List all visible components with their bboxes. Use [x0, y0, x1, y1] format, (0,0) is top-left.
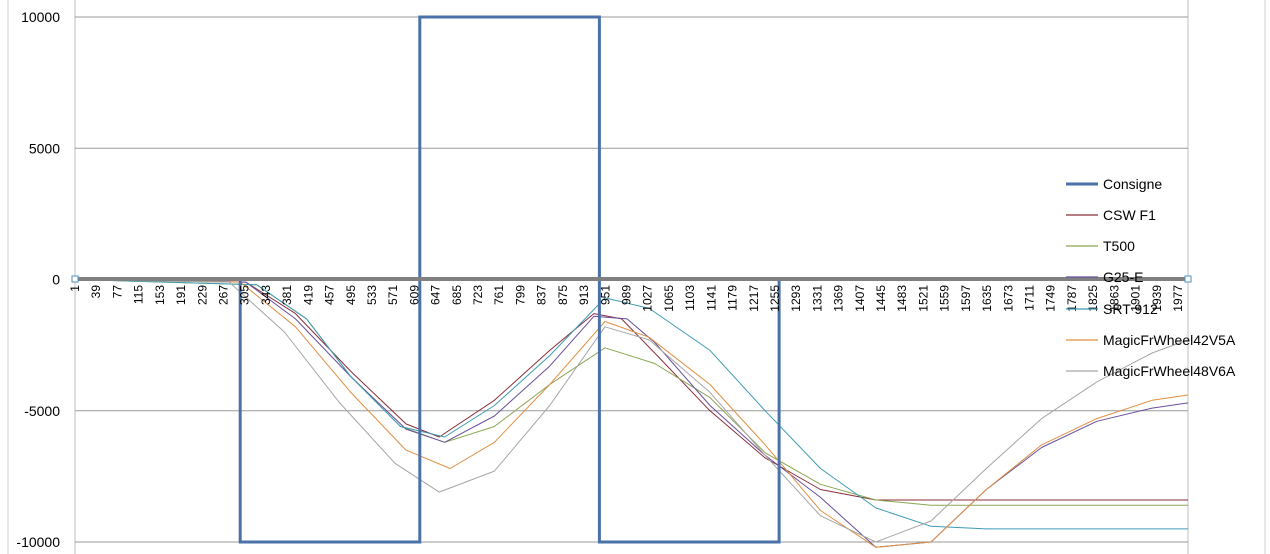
x-tick-label: 1863 [1107, 285, 1121, 312]
legend-label-0: Consigne [1103, 176, 1162, 192]
x-tick-label: 1559 [938, 285, 952, 312]
x-tick-label: 609 [407, 285, 421, 305]
x-tick-label: 1369 [832, 285, 846, 312]
series-line-4 [74, 279, 1188, 530]
y-tick-label: -5000 [24, 403, 60, 419]
x-tick-label: 1977 [1171, 285, 1185, 312]
x-tick-label: 1179 [726, 285, 740, 311]
x-tick-label: 305 [238, 285, 252, 305]
y-tick-label: 10000 [21, 9, 60, 25]
x-tick-label: 685 [450, 285, 464, 305]
series-line-6 [74, 279, 1189, 543]
y-tick-label: -10000 [16, 534, 60, 550]
x-tick-label: 837 [535, 285, 549, 305]
series-line-2 [74, 279, 1188, 506]
x-tick-label: 1331 [810, 285, 824, 312]
x-tick-label: 1521 [917, 285, 931, 312]
x-tick-label: 1407 [853, 285, 867, 312]
series-line-1 [74, 279, 1188, 501]
legend: Consigne CSW F1 T500 G25-E SRT 912 MagicFrWhe… [1066, 176, 1236, 379]
x-tick-label: 153 [153, 285, 167, 305]
legend-label-1: CSW F1 [1103, 207, 1156, 223]
x-tick-label: 761 [492, 285, 506, 305]
x-tick-label: 1597 [959, 285, 973, 312]
y-tick-label: 5000 [29, 140, 60, 156]
x-axis: 1 39 77 115 153 191 229 267 305 343 381 419 457 495 53… [68, 275, 1192, 312]
series-layer [74, 15, 1189, 548]
x-tick-label: 1103 [683, 285, 697, 311]
x-tick-label: 1483 [895, 285, 909, 312]
x-tick-label: 1255 [768, 285, 782, 312]
legend-label-4: SRT 912 [1103, 301, 1158, 317]
x-tick-label: 495 [344, 285, 358, 305]
x-tick-label: 1825 [1086, 285, 1100, 312]
x-tick-label: 39 [89, 285, 103, 299]
x-tick-label: 799 [513, 285, 527, 305]
x-tick-label: 647 [429, 285, 443, 305]
legend-label-5: MagicFrWheel42V5A [1103, 332, 1236, 348]
x-tick-label: 1445 [874, 285, 888, 312]
x-tick-label: 1749 [1044, 285, 1058, 312]
series-line-5 [74, 279, 1189, 548]
x-tick-label: 115 [132, 285, 146, 304]
x-tick-label: 1711 [1023, 285, 1037, 311]
x-tick-label: 267 [217, 285, 231, 305]
axis-handle-left [71, 275, 79, 283]
axis-handle-right [1184, 275, 1192, 283]
x-tick-label: 533 [365, 285, 379, 305]
x-tick-label: 1217 [747, 285, 761, 312]
x-tick-label: 1 [68, 285, 82, 292]
x-tick-label: 1787 [1065, 285, 1079, 312]
x-tick-label: 229 [195, 285, 209, 305]
x-tick-label: 1293 [789, 285, 803, 312]
x-tick-label: 419 [301, 285, 315, 305]
legend-label-6: MagicFrWheel48V6A [1103, 363, 1236, 379]
x-tick-label: 723 [471, 285, 485, 305]
series-line-3 [74, 279, 1189, 548]
y-axis: 10000 5000 0 -5000 -10000 [16, 9, 60, 550]
y-tick-label: 0 [52, 272, 60, 288]
x-tick-label: 571 [386, 285, 400, 305]
x-tick-label: 1673 [1001, 285, 1015, 312]
x-tick-label: 1141 [704, 285, 718, 311]
legend-label-3: G25-E [1103, 269, 1143, 285]
series-line-0 [75, 15, 1188, 544]
x-tick-label: 457 [323, 285, 337, 305]
x-tick-label: 1027 [641, 285, 655, 312]
legend-label-2: T500 [1103, 238, 1135, 254]
x-tick-label: 381 [280, 285, 294, 305]
x-tick-label: 913 [577, 285, 591, 305]
x-tick-label: 875 [556, 285, 570, 305]
x-tick-label: 343 [259, 285, 273, 305]
x-tick-label: 951 [598, 285, 612, 305]
x-tick-label: 1939 [1150, 285, 1164, 312]
x-tick-label: 1901 [1129, 285, 1143, 312]
x-tick-label: 1065 [662, 285, 676, 312]
x-tick-label: 989 [620, 285, 634, 305]
x-tick-label: 1635 [980, 285, 994, 312]
x-tick-label: 191 [174, 285, 188, 305]
x-tick-label: 77 [110, 285, 124, 299]
